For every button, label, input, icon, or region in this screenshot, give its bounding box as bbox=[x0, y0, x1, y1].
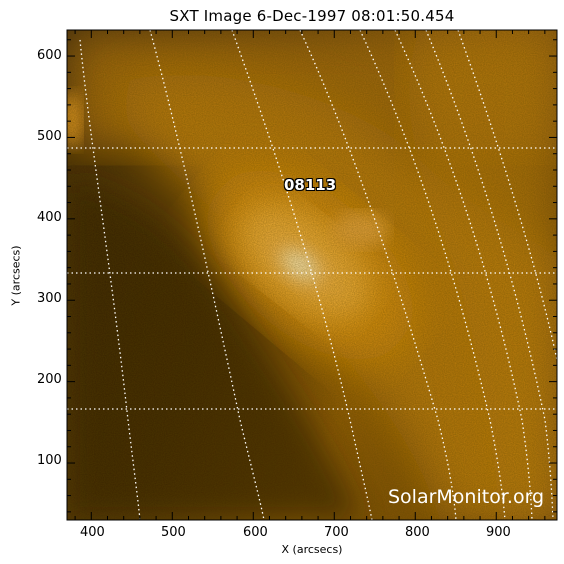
plot-title: SXT Image 6-Dec-1997 08:01:50.454 bbox=[169, 7, 455, 25]
y-tick-label: 600 bbox=[37, 48, 62, 63]
y-tick-label: 200 bbox=[37, 372, 62, 387]
plot-frame bbox=[66, 29, 558, 521]
y-tick-label: 100 bbox=[37, 453, 62, 468]
axis-ticks bbox=[67, 30, 557, 520]
active-region-label: 08113 bbox=[284, 176, 337, 194]
x-tick-label: 800 bbox=[405, 525, 430, 540]
x-tick-label: 700 bbox=[324, 525, 349, 540]
x-tick-label: 400 bbox=[80, 525, 105, 540]
x-tick-label: 900 bbox=[486, 525, 511, 540]
longitude-line bbox=[231, 30, 373, 520]
watermark-text: SolarMonitor.org bbox=[388, 486, 545, 508]
longitude-line bbox=[359, 30, 506, 520]
x-axis-label: X (arcsecs) bbox=[281, 543, 343, 556]
longitude-line bbox=[149, 30, 265, 520]
longitude-line bbox=[79, 39, 141, 520]
longitude-line bbox=[425, 30, 554, 520]
y-tick-label: 400 bbox=[37, 210, 62, 225]
heliographic-grid bbox=[67, 30, 557, 520]
x-tick-label: 500 bbox=[161, 525, 186, 540]
sxt-image bbox=[67, 30, 557, 520]
y-tick-label: 300 bbox=[37, 291, 62, 306]
y-axis-label: Y (arcsecs) bbox=[9, 245, 23, 306]
x-tick-label: 600 bbox=[243, 525, 268, 540]
y-tick-label: 500 bbox=[37, 129, 62, 144]
